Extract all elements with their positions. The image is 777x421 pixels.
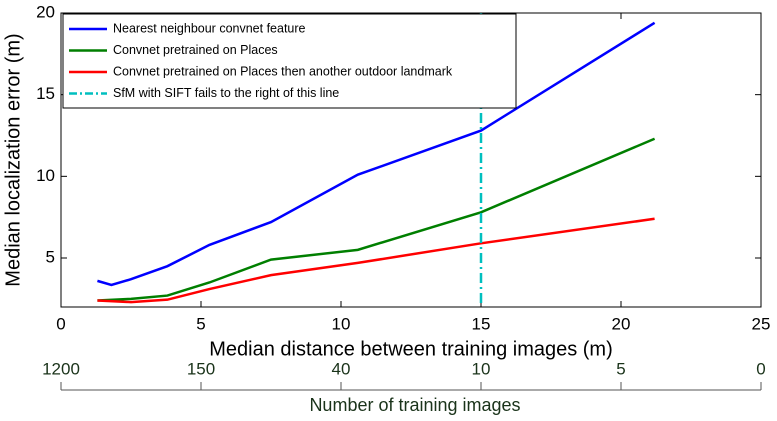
- legend-box: [62, 13, 517, 109]
- x2-tick-label: 0: [756, 359, 765, 378]
- series-line: [97, 21, 656, 287]
- x2-tick-label: 1200: [42, 359, 80, 378]
- series-line: [97, 217, 655, 304]
- x2-axis-label: Number of training images: [309, 395, 520, 415]
- legend-label: SfM with SIFT fails to the right of this…: [113, 86, 339, 100]
- x2-tick-label: 40: [332, 359, 351, 378]
- x-tick-label: 20: [612, 314, 631, 333]
- x-tick-label: 5: [196, 314, 205, 333]
- x2-tick-label: 150: [187, 359, 215, 378]
- x-tick-label: 15: [472, 314, 491, 333]
- x-tick-label: 25: [752, 314, 771, 333]
- x2-tick-label: 5: [616, 359, 625, 378]
- x-tick-label: 10: [332, 314, 351, 333]
- y-tick-label: 10: [36, 166, 55, 185]
- y-tick-label: 20: [36, 2, 55, 21]
- legend-label: Convnet pretrained on Places then anothe…: [113, 64, 453, 78]
- legend-label: Convnet pretrained on Places: [113, 43, 278, 57]
- plot-frame: [60, 12, 762, 308]
- x-axis-label: Median distance between training images …: [209, 338, 613, 360]
- x2-tick-label: 10: [472, 359, 491, 378]
- y-axis-label: Median localization error (m): [2, 33, 24, 286]
- y-tick-label: 15: [36, 84, 55, 103]
- series-line: [97, 137, 656, 302]
- legend-label: Nearest neighbour convnet feature: [113, 21, 306, 35]
- y-tick-label: 5: [46, 247, 55, 266]
- x-tick-label: 0: [56, 314, 65, 333]
